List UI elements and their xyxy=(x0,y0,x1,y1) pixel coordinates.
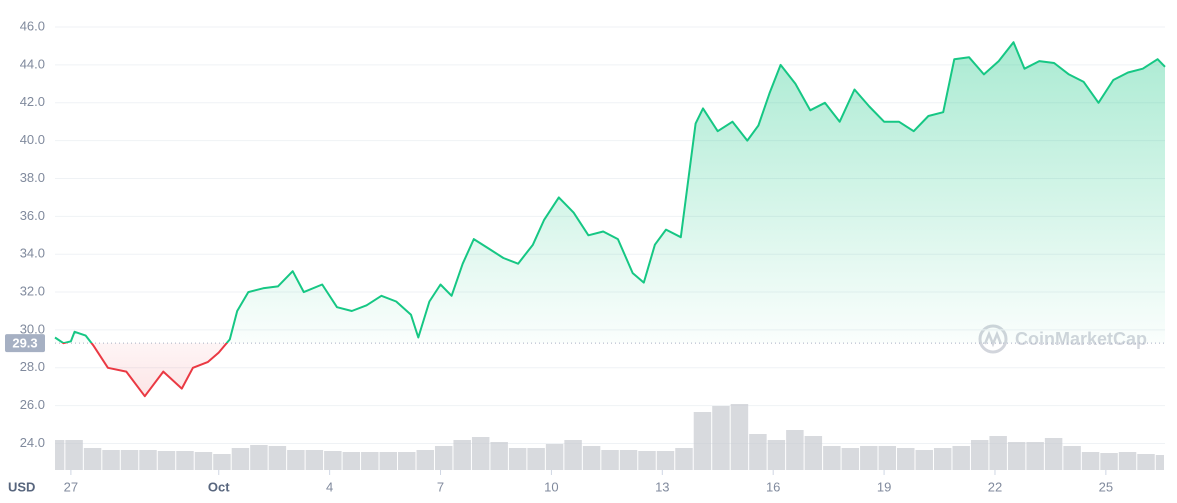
volume-bar xyxy=(1007,442,1026,470)
volume-bar xyxy=(952,446,970,470)
volume-bar xyxy=(1137,454,1155,470)
x-tick-label: 16 xyxy=(766,479,780,494)
y-tick-label: 44.0 xyxy=(20,56,45,71)
volume-bar xyxy=(213,454,231,470)
y-tick-label: 30.0 xyxy=(20,321,45,336)
volume-bar xyxy=(656,451,675,470)
x-tick-label: 27 xyxy=(64,479,78,494)
volume-bar xyxy=(490,442,508,470)
volume-bar xyxy=(786,430,804,470)
price-line xyxy=(54,41,1166,398)
y-tick-label: 34.0 xyxy=(20,246,45,261)
volume-bar xyxy=(83,448,102,470)
volume-bar xyxy=(970,440,989,470)
y-tick-label: 36.0 xyxy=(20,208,45,223)
volume-bar xyxy=(619,450,638,470)
volume-bar xyxy=(55,440,65,470)
volume-bar xyxy=(398,452,416,470)
volume-bar xyxy=(675,448,693,470)
volume-bar xyxy=(989,436,1007,470)
volume-bar xyxy=(287,450,305,470)
volume-bar xyxy=(730,404,749,470)
volume-bar xyxy=(933,448,952,470)
volume-bar xyxy=(139,450,157,470)
volume-bar xyxy=(823,446,841,470)
volume-bar xyxy=(564,440,582,470)
volume-bar xyxy=(749,434,767,470)
volume-bar xyxy=(693,412,712,470)
volume-bar xyxy=(508,448,527,470)
volume-bar xyxy=(1118,452,1137,470)
volume-bar xyxy=(841,448,860,470)
volume-bar xyxy=(1155,455,1164,470)
volume-bar xyxy=(545,444,564,470)
y-tick-label: 46.0 xyxy=(20,18,45,33)
volume-bar xyxy=(194,452,213,470)
volume-bar xyxy=(767,440,786,470)
x-tick-label: 10 xyxy=(544,479,558,494)
x-tick-label: Oct xyxy=(208,479,230,494)
y-tick-label: 28.0 xyxy=(20,359,45,374)
x-tick-label: 4 xyxy=(326,479,333,494)
volume-bar xyxy=(361,452,379,470)
volume-bar xyxy=(638,451,656,470)
volume-bar xyxy=(712,406,730,470)
volume-bar xyxy=(601,450,619,470)
volume-bar xyxy=(1081,452,1100,470)
volume-bar xyxy=(176,451,194,470)
volume-bar xyxy=(804,436,823,470)
y-tick-label: 26.0 xyxy=(20,397,45,412)
volume-bar xyxy=(434,446,453,470)
volume-bar xyxy=(471,437,490,470)
currency-label: USD xyxy=(8,479,35,494)
y-tick-label: 40.0 xyxy=(20,132,45,147)
volume-bar xyxy=(1026,442,1044,470)
volume-bar xyxy=(250,445,268,470)
volume-bar xyxy=(1100,453,1118,470)
volume-bar xyxy=(860,446,878,470)
volume-bar xyxy=(65,440,83,470)
y-tick-label: 24.0 xyxy=(20,435,45,450)
volume-bar xyxy=(324,451,342,470)
x-tick-label: 22 xyxy=(988,479,1002,494)
y-tick-label: 32.0 xyxy=(20,283,45,298)
price-area xyxy=(55,42,1165,397)
volume-bar xyxy=(120,450,139,470)
volume-bar xyxy=(1063,446,1081,470)
volume-bar xyxy=(915,450,933,470)
volume-bar xyxy=(878,446,897,470)
volume-bar xyxy=(379,452,398,470)
volume-bar xyxy=(102,450,120,470)
volume-bar xyxy=(582,446,601,470)
volume-bar xyxy=(1044,438,1063,470)
y-tick-label: 42.0 xyxy=(20,94,45,109)
y-tick-label: 38.0 xyxy=(20,170,45,185)
volume-bar xyxy=(342,452,361,470)
x-tick-label: 19 xyxy=(877,479,891,494)
x-tick-label: 25 xyxy=(1099,479,1113,494)
x-tick-label: 13 xyxy=(655,479,669,494)
volume-bar xyxy=(453,440,471,470)
volume-bar xyxy=(157,451,176,470)
volume-bar xyxy=(897,448,915,470)
volume-bar xyxy=(305,450,324,470)
volume-bar xyxy=(268,446,287,470)
baseline-label-box xyxy=(5,334,45,353)
volume-bar xyxy=(231,448,250,470)
baseline-label: 29.3 xyxy=(12,336,37,351)
volume-bar xyxy=(527,448,545,470)
volume-bar xyxy=(416,450,434,470)
x-tick-label: 7 xyxy=(437,479,444,494)
